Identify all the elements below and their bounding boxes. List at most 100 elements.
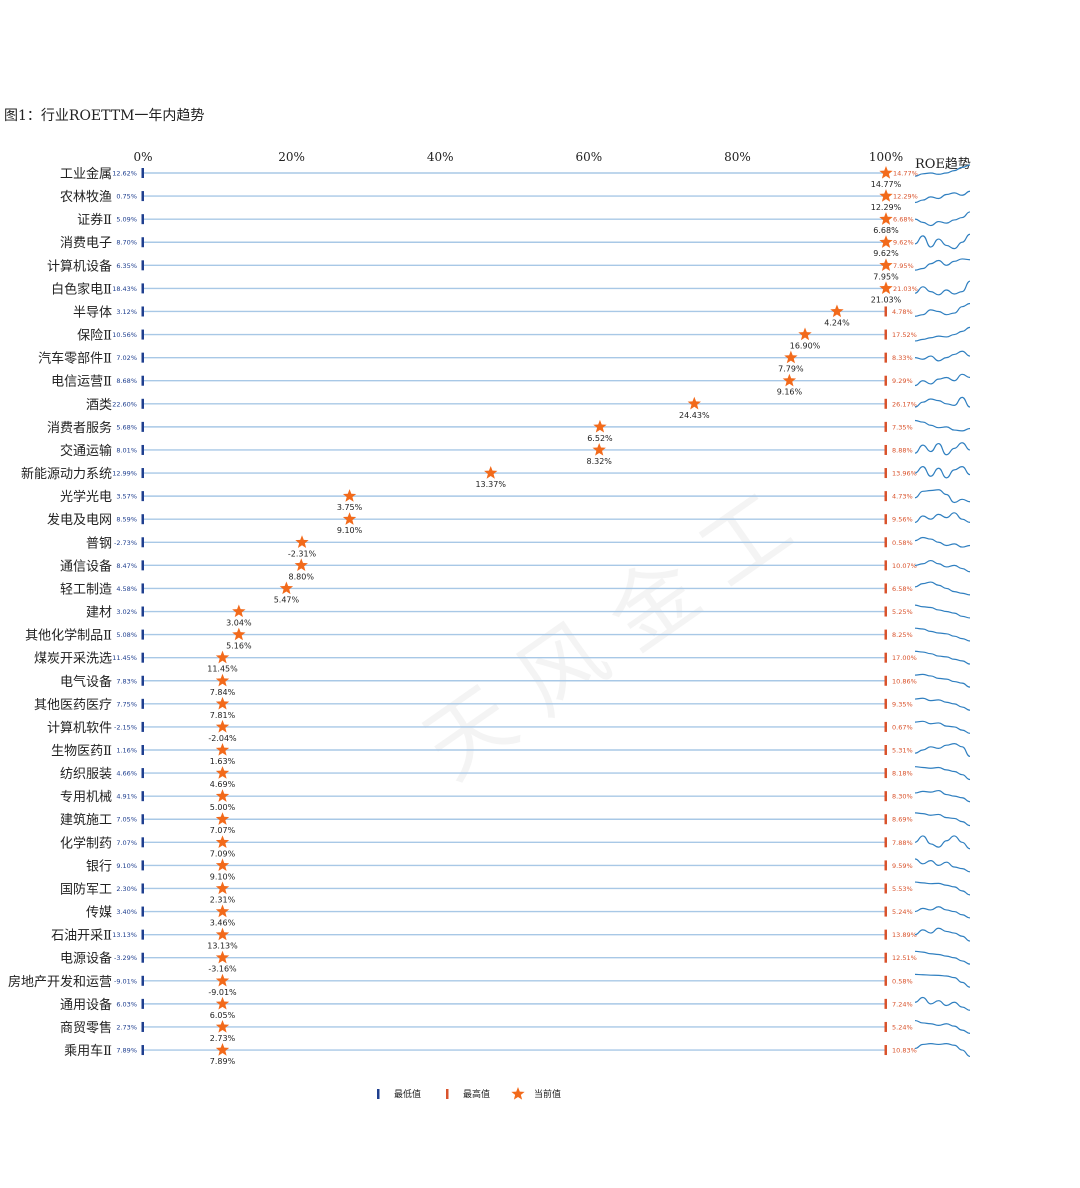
min-marker <box>141 444 144 455</box>
max-value-label: 8.25% <box>892 631 913 639</box>
current-value-label: -2.04% <box>208 734 237 743</box>
current-star <box>784 350 798 364</box>
min-marker <box>141 491 144 502</box>
roe-trend-sparkline <box>914 720 971 734</box>
min-marker <box>141 237 144 248</box>
current-star <box>798 327 812 341</box>
min-value-label: 9.10% <box>116 862 137 870</box>
roe-trend-sparkline <box>914 812 971 827</box>
industry-label: 商贸零售 <box>60 1020 112 1036</box>
roe-trend-sparkline <box>914 419 971 432</box>
current-star <box>215 789 230 802</box>
max-marker <box>884 837 887 848</box>
industry-label: 房地产开发和运营 <box>8 974 112 990</box>
min-value-label: 7.02% <box>116 354 137 362</box>
min-marker <box>141 306 144 317</box>
max-marker <box>884 468 887 479</box>
current-star <box>232 604 246 618</box>
max-value-label: 5.25% <box>892 608 913 616</box>
industry-label: 半导体 <box>73 305 112 320</box>
min-marker <box>141 675 144 686</box>
min-value-label: 7.83% <box>116 677 137 685</box>
current-value-label: 6.68% <box>873 226 899 235</box>
current-star <box>215 812 230 825</box>
x-tick-label: 100% <box>869 150 903 164</box>
max-marker <box>884 352 887 363</box>
max-value-label: 5.24% <box>892 908 913 916</box>
roe-trend-sparkline <box>914 280 971 296</box>
current-value-label: 6.05% <box>210 1011 236 1020</box>
current-star <box>215 696 230 710</box>
roe-trend-sparkline <box>914 373 971 387</box>
roe-trend-sparkline <box>914 512 971 523</box>
max-value-label: 6.58% <box>892 585 913 593</box>
min-value-label: -9.01% <box>114 977 137 985</box>
current-star <box>215 858 230 872</box>
current-star <box>484 466 498 479</box>
max-value-label: 9.35% <box>892 700 913 708</box>
min-marker <box>141 745 144 755</box>
max-marker <box>884 745 887 755</box>
current-value-label: 4.24% <box>824 318 850 327</box>
min-value-label: 8.68% <box>116 377 137 385</box>
max-value-label: 9.29% <box>892 377 913 385</box>
max-value-label: 9.56% <box>892 516 913 524</box>
min-marker <box>141 560 144 571</box>
min-marker <box>141 583 144 594</box>
min-value-label: 7.07% <box>116 839 137 847</box>
min-value-label: 12.62% <box>112 170 137 178</box>
current-star <box>215 996 230 1010</box>
max-value-label: 5.31% <box>892 747 913 755</box>
current-star <box>215 1019 230 1033</box>
max-value-label: 8.30% <box>892 793 913 801</box>
max-value-label: 10.86% <box>892 677 917 685</box>
current-value-label: 12.29% <box>871 203 902 212</box>
roe-trend-sparkline <box>914 1019 971 1034</box>
roe-trend-sparkline <box>914 650 971 665</box>
roe-trend-sparkline <box>914 559 971 573</box>
min-marker <box>141 352 144 363</box>
roe-trend-sparkline <box>914 1043 971 1058</box>
current-star <box>215 719 230 733</box>
industry-label: 酒类 <box>86 398 112 413</box>
current-star <box>342 489 357 502</box>
min-marker <box>141 537 144 548</box>
max-marker <box>884 906 887 917</box>
min-marker <box>141 814 144 825</box>
max-value-label: 21.03% <box>893 285 918 293</box>
roe-trend-sparkline <box>914 996 971 1011</box>
roe-trend-sparkline <box>914 881 971 896</box>
current-star <box>782 373 797 387</box>
roe-trend-sparkline <box>914 950 971 965</box>
roe-trend-sparkline <box>914 627 971 642</box>
industry-label: 保险Ⅱ <box>77 329 112 344</box>
min-marker <box>141 283 144 294</box>
min-marker <box>141 721 144 732</box>
max-value-label: 0.58% <box>892 539 913 547</box>
industry-label: 白色家电Ⅱ <box>51 281 112 297</box>
min-marker <box>141 468 144 479</box>
max-marker <box>884 1021 887 1032</box>
industry-label: 生物医药Ⅱ <box>51 744 112 759</box>
max-marker <box>884 698 887 709</box>
industry-label: 工业金属 <box>60 166 112 182</box>
current-value-label: 9.16% <box>777 388 803 397</box>
industry-label: 发电及电网 <box>47 512 112 528</box>
industry-label: 国防军工 <box>60 881 112 897</box>
max-marker <box>884 421 887 432</box>
min-marker <box>141 906 144 917</box>
industry-label: 消费电子 <box>60 236 112 251</box>
min-marker <box>141 929 144 940</box>
current-star <box>232 627 246 641</box>
industry-label: 建筑施工 <box>60 812 112 828</box>
current-value-label: 8.32% <box>586 457 612 466</box>
max-marker <box>884 375 887 386</box>
max-value-label: 26.17% <box>892 400 917 408</box>
industry-label: 交通运输 <box>60 443 112 459</box>
legend-label: 最高值 <box>463 1088 490 1100</box>
current-value-label: 2.31% <box>210 895 236 904</box>
x-tick-label: 40% <box>427 150 454 164</box>
current-value-label: 14.77% <box>871 180 902 189</box>
max-marker <box>884 1045 887 1056</box>
industry-label: 证券Ⅱ <box>77 212 112 228</box>
